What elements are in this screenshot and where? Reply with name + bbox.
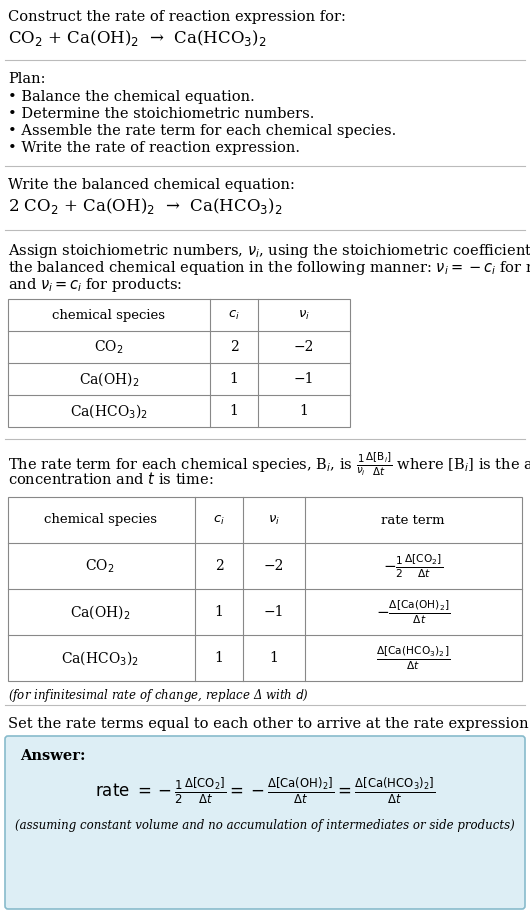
Text: chemical species: chemical species xyxy=(52,308,165,321)
Text: • Write the rate of reaction expression.: • Write the rate of reaction expression. xyxy=(8,141,300,155)
Text: 1: 1 xyxy=(270,651,278,665)
Text: • Determine the stoichiometric numbers.: • Determine the stoichiometric numbers. xyxy=(8,107,314,121)
Text: CO$_2$: CO$_2$ xyxy=(94,339,123,356)
Text: Write the balanced chemical equation:: Write the balanced chemical equation: xyxy=(8,178,295,192)
Bar xyxy=(8,299,350,427)
Text: $c_i$: $c_i$ xyxy=(213,513,225,527)
Text: $\nu_i$: $\nu_i$ xyxy=(298,308,310,321)
Text: Assign stoichiometric numbers, $\nu_i$, using the stoichiometric coefficients, $: Assign stoichiometric numbers, $\nu_i$, … xyxy=(8,242,530,260)
Text: $\frac{\Delta[\mathrm{Ca(HCO}_3)_2]}{\Delta t}$: $\frac{\Delta[\mathrm{Ca(HCO}_3)_2]}{\De… xyxy=(376,644,450,672)
Text: (for infinitesimal rate of change, replace Δ with $d$): (for infinitesimal rate of change, repla… xyxy=(8,687,309,704)
Text: 1: 1 xyxy=(215,605,224,619)
Text: Set the rate terms equal to each other to arrive at the rate expression:: Set the rate terms equal to each other t… xyxy=(8,717,530,731)
Text: $c_i$: $c_i$ xyxy=(228,308,240,321)
Text: 2 CO$_2$ + Ca(OH)$_2$  →  Ca(HCO$_3$)$_2$: 2 CO$_2$ + Ca(OH)$_2$ → Ca(HCO$_3$)$_2$ xyxy=(8,196,282,216)
Text: CO$_2$: CO$_2$ xyxy=(85,557,114,575)
Text: rate $= -\frac{1}{2}\frac{\Delta[\mathrm{CO}_2]}{\Delta t} = -\frac{\Delta[\math: rate $= -\frac{1}{2}\frac{\Delta[\mathrm… xyxy=(95,775,435,806)
Text: Ca(HCO$_3$)$_2$: Ca(HCO$_3$)$_2$ xyxy=(61,649,139,667)
Text: The rate term for each chemical species, B$_i$, is $\frac{1}{\nu_i}\frac{\Delta[: The rate term for each chemical species,… xyxy=(8,451,530,479)
Text: (assuming constant volume and no accumulation of intermediates or side products): (assuming constant volume and no accumul… xyxy=(15,819,515,832)
Text: Answer:: Answer: xyxy=(20,749,85,763)
Text: 2: 2 xyxy=(215,559,223,573)
Text: CO$_2$ + Ca(OH)$_2$  →  Ca(HCO$_3$)$_2$: CO$_2$ + Ca(OH)$_2$ → Ca(HCO$_3$)$_2$ xyxy=(8,28,267,48)
Text: −1: −1 xyxy=(264,605,284,619)
Text: 1: 1 xyxy=(229,372,239,386)
Text: and $\nu_i = c_i$ for products:: and $\nu_i = c_i$ for products: xyxy=(8,276,182,294)
Text: 2: 2 xyxy=(229,340,239,354)
Text: 1: 1 xyxy=(299,404,308,418)
Text: $\nu_i$: $\nu_i$ xyxy=(268,513,280,527)
Text: chemical species: chemical species xyxy=(43,513,156,527)
Text: $-\frac{\Delta[\mathrm{Ca(OH)}_2]}{\Delta t}$: $-\frac{\Delta[\mathrm{Ca(OH)}_2]}{\Delt… xyxy=(376,598,450,626)
Text: −2: −2 xyxy=(264,559,284,573)
Text: −1: −1 xyxy=(294,372,314,386)
Text: • Assemble the rate term for each chemical species.: • Assemble the rate term for each chemic… xyxy=(8,124,396,138)
Text: the balanced chemical equation in the following manner: $\nu_i = -c_i$ for react: the balanced chemical equation in the fo… xyxy=(8,259,530,277)
Text: Plan:: Plan: xyxy=(8,72,46,86)
Text: rate term: rate term xyxy=(381,513,445,527)
Text: • Balance the chemical equation.: • Balance the chemical equation. xyxy=(8,90,255,104)
Text: $-\frac{1}{2}\frac{\Delta[\mathrm{CO}_2]}{\Delta t}$: $-\frac{1}{2}\frac{\Delta[\mathrm{CO}_2]… xyxy=(383,552,443,580)
Text: 1: 1 xyxy=(215,651,224,665)
Text: Ca(HCO$_3$)$_2$: Ca(HCO$_3$)$_2$ xyxy=(70,402,148,420)
Text: concentration and $t$ is time:: concentration and $t$ is time: xyxy=(8,471,214,487)
Bar xyxy=(8,497,522,681)
Text: Construct the rate of reaction expression for:: Construct the rate of reaction expressio… xyxy=(8,10,346,24)
Text: −2: −2 xyxy=(294,340,314,354)
Text: Ca(OH)$_2$: Ca(OH)$_2$ xyxy=(79,370,139,388)
Text: Ca(OH)$_2$: Ca(OH)$_2$ xyxy=(70,603,130,621)
Text: 1: 1 xyxy=(229,404,239,418)
FancyBboxPatch shape xyxy=(5,736,525,909)
